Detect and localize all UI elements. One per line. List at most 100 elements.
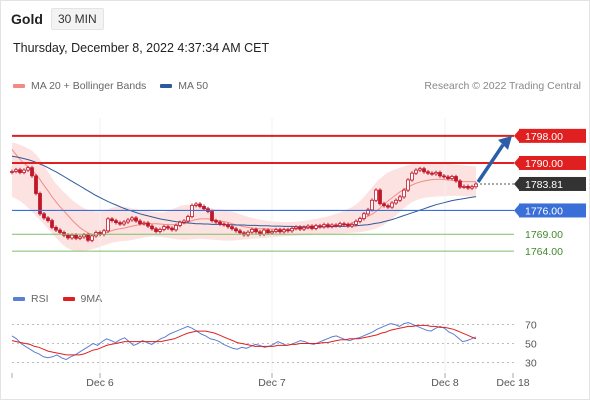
- level-label: 1790.00: [525, 158, 563, 170]
- level-current: 1783.81: [476, 176, 586, 191]
- level-tag: [519, 155, 586, 170]
- candle-body: [446, 176, 450, 179]
- candle-body: [322, 224, 326, 228]
- candle: [278, 227, 282, 234]
- candle-body: [74, 234, 78, 239]
- candle-body: [178, 221, 182, 226]
- candle: [90, 234, 94, 243]
- candle-body: [350, 223, 354, 227]
- candle: [438, 170, 442, 178]
- candle-body: [134, 217, 138, 222]
- candle-body: [222, 223, 226, 226]
- x-axis: Dec 6 Dec 7 Dec 8 Dec 18: [11, 373, 530, 389]
- candle: [274, 227, 278, 234]
- candle-body: [434, 172, 438, 175]
- level-resistance: 1798.00: [12, 128, 586, 143]
- candle: [182, 219, 186, 225]
- candle: [170, 226, 174, 232]
- candle: [234, 226, 238, 233]
- candle-body: [406, 179, 410, 191]
- candle: [106, 217, 110, 233]
- candle: [46, 216, 50, 223]
- candle-body: [386, 205, 390, 208]
- candle-body: [26, 167, 30, 171]
- candle-body: [274, 229, 278, 232]
- level-label: 1783.81: [525, 179, 563, 191]
- candle-body: [354, 220, 358, 225]
- candle: [442, 174, 446, 179]
- candle-body: [30, 167, 34, 177]
- candle-body: [38, 193, 42, 215]
- candle: [298, 225, 302, 231]
- candle: [422, 166, 426, 174]
- candle-body: [266, 229, 270, 234]
- candle-body: [46, 217, 50, 221]
- moving-average-layer: [11, 149, 477, 236]
- candlestick-layer: [10, 165, 478, 243]
- candle: [410, 171, 414, 182]
- bollinger-band-fill: [12, 142, 476, 252]
- candle-body: [82, 234, 86, 238]
- candle: [322, 222, 326, 229]
- candle-body: [174, 224, 178, 231]
- candle: [354, 219, 358, 227]
- candle-body: [154, 228, 158, 232]
- rsi-tick-label: 50: [525, 339, 537, 351]
- rsi9ma-legend-swatch: [62, 297, 75, 301]
- candle-body: [442, 175, 446, 178]
- ma50-legend-swatch: [160, 84, 173, 88]
- candle: [334, 223, 338, 228]
- x-axis-tick-label: Dec 8: [431, 377, 459, 389]
- candle-body: [270, 231, 274, 234]
- rsi-panel: 70 50 30: [11, 320, 537, 370]
- ma20-legend-swatch: [13, 84, 25, 88]
- arrow-shaft: [476, 143, 505, 183]
- candle-body: [326, 224, 330, 227]
- x-axis-tick-label: Dec 6: [86, 377, 114, 389]
- candle-body: [122, 221, 126, 225]
- candle-body: [50, 220, 54, 228]
- level-label: 1798.00: [525, 131, 563, 143]
- candle-body: [466, 185, 470, 189]
- candle-body: [166, 226, 170, 229]
- candle-body: [90, 235, 94, 241]
- candle-body: [310, 225, 314, 229]
- candle-body: [218, 221, 222, 225]
- candle-body: [18, 169, 22, 173]
- level-resistance: 1790.00: [12, 155, 586, 170]
- instrument-title: Gold: [11, 11, 43, 27]
- candle: [114, 218, 118, 225]
- candle-body: [254, 228, 258, 233]
- candle: [174, 223, 178, 232]
- candle-body: [290, 227, 294, 232]
- x-axis-tick-label: Dec 7: [258, 377, 286, 389]
- timeframe-button[interactable]: 30 MIN: [51, 8, 104, 30]
- candle-body: [126, 219, 130, 223]
- candle: [150, 224, 154, 231]
- candle: [418, 166, 422, 172]
- candle-body: [334, 224, 338, 227]
- candle-body: [262, 229, 266, 235]
- candle-body: [458, 180, 462, 188]
- candle: [222, 222, 226, 227]
- candle: [414, 168, 418, 175]
- candle-body: [14, 169, 18, 172]
- rsi9ma-legend-label: 9MA: [80, 293, 103, 305]
- grid-layer: [99, 118, 446, 372]
- candle: [290, 226, 294, 233]
- candle-body: [250, 228, 254, 233]
- candle: [14, 167, 18, 174]
- candle-body: [146, 222, 150, 227]
- rsi-legend-swatch: [13, 297, 25, 301]
- candle-body: [210, 211, 214, 222]
- candle: [346, 222, 350, 228]
- x-axis-tick-label: Dec 18: [496, 377, 529, 389]
- candle-body: [306, 225, 310, 228]
- candle-body: [346, 223, 350, 227]
- candle: [390, 201, 394, 209]
- candle: [202, 204, 206, 211]
- candle-body: [158, 228, 162, 232]
- candle-body: [114, 220, 118, 224]
- candle: [126, 218, 130, 224]
- candle: [374, 188, 378, 203]
